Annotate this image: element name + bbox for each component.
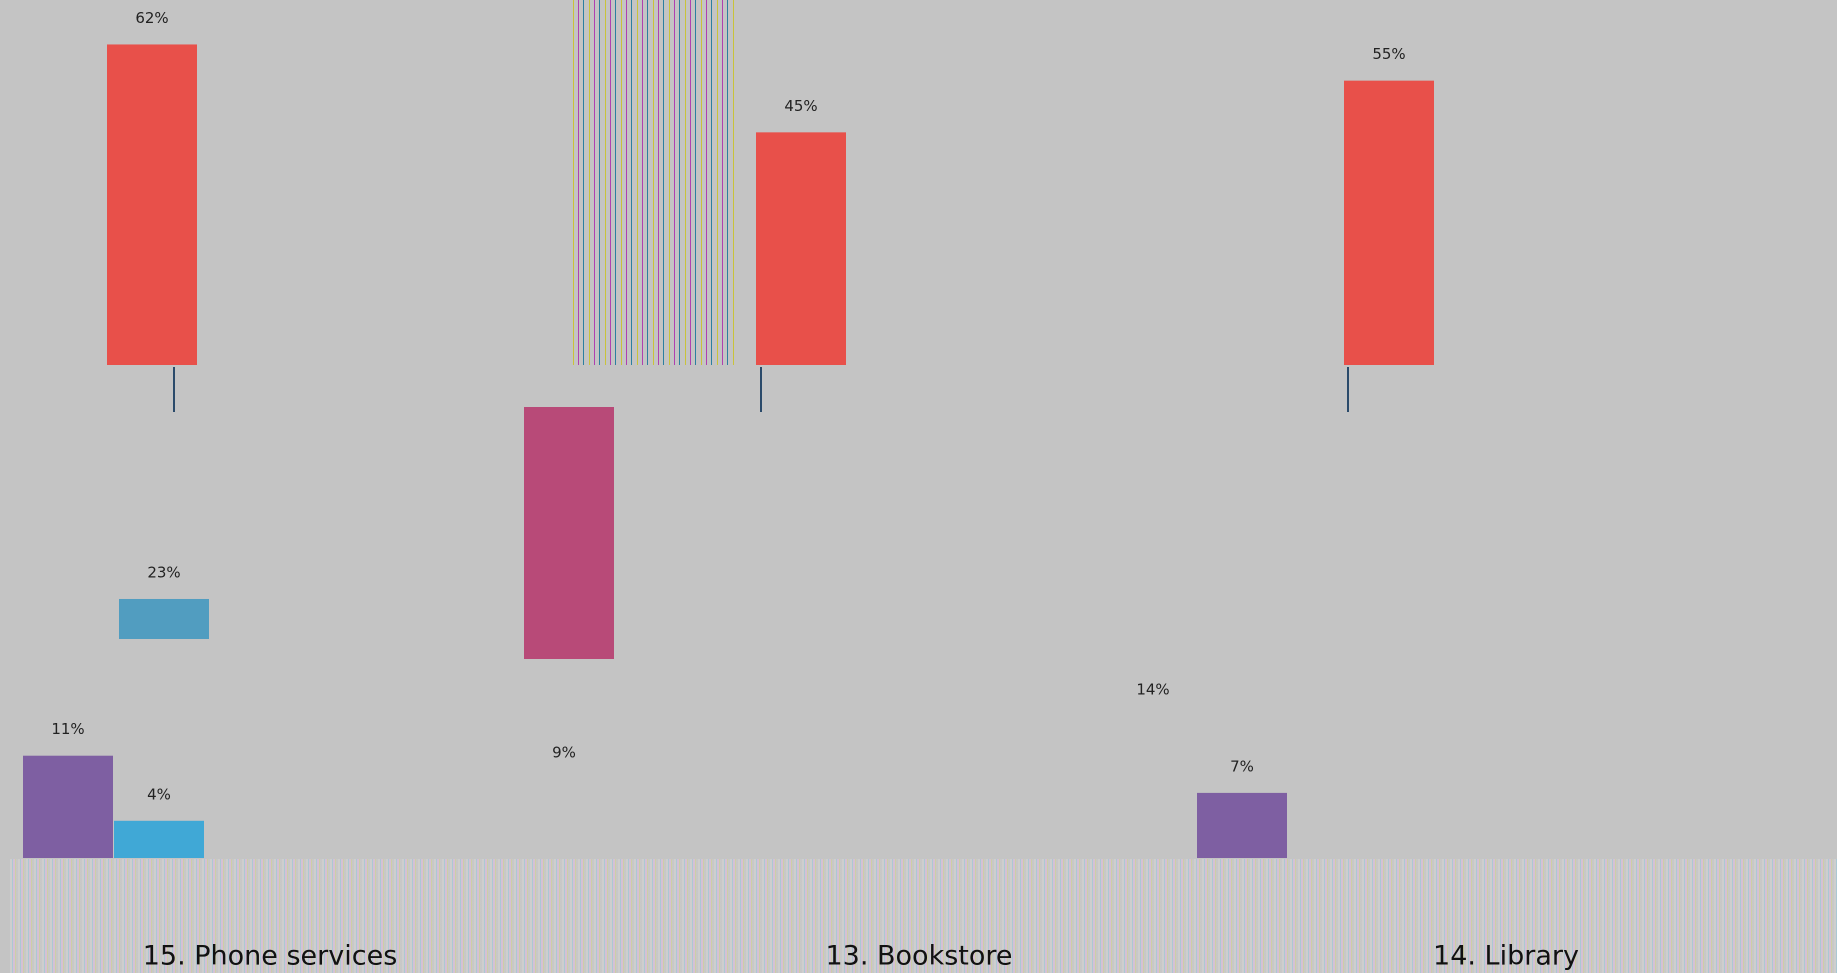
value-label: 7% [1230,757,1254,775]
stripe-artifact [568,0,737,365]
value-label: 4% [147,785,171,803]
value-label: 11% [51,720,84,738]
bar [119,598,209,639]
bar [114,820,204,858]
artifact-bar [524,407,614,659]
panel-title: 15. Phone services [143,941,398,972]
bar [1344,80,1434,366]
annotation: 9% [552,744,576,762]
annotation: 14% [1136,681,1169,699]
bar [23,755,113,858]
bar [756,132,846,365]
value-label: 62% [135,9,168,27]
panel-title: 13. Bookstore [825,941,1012,972]
value-label: 23% [147,563,180,581]
value-label: 55% [1372,45,1405,63]
value-label: 45% [784,97,817,115]
footer-noise [10,859,1837,973]
bar [1197,792,1287,858]
bar [107,44,197,366]
panel-title: 14. Library [1433,941,1579,972]
